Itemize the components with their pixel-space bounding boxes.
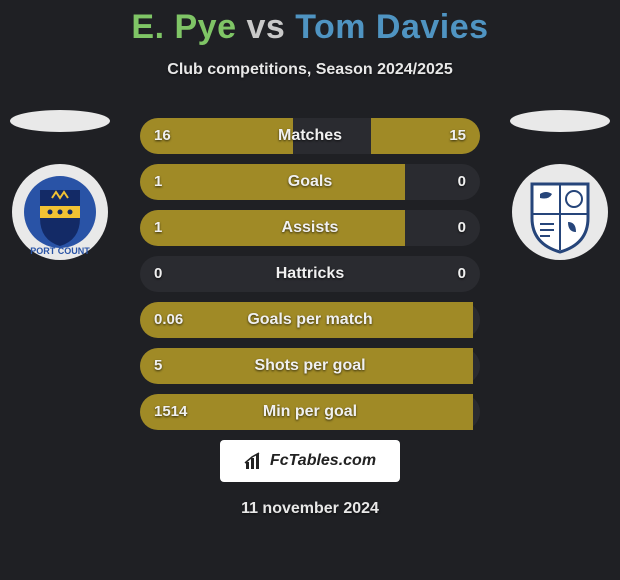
stat-row: 10Assists (140, 210, 480, 246)
footer-date: 11 november 2024 (0, 500, 620, 518)
player1-silhouette-oval (10, 110, 110, 132)
title-vs: vs (246, 8, 285, 46)
stats-panel: 1615Matches 10Goals 10Assists 00Hattricks 0.… (140, 118, 480, 440)
fctables-logo[interactable]: FcTables.com (220, 440, 400, 482)
stat-label: Hattricks (140, 256, 480, 292)
player1-name: E. Pye (131, 8, 236, 46)
stat-label: Goals (140, 164, 480, 200)
stat-label: Matches (140, 118, 480, 154)
stat-label: Goals per match (140, 302, 480, 338)
stat-row: 1514Min per goal (140, 394, 480, 430)
stat-row: 1615Matches (140, 118, 480, 154)
player2-club-crest-icon (510, 162, 610, 262)
chart-bars-icon (244, 451, 264, 471)
stat-label: Assists (140, 210, 480, 246)
stat-row: 5Shots per goal (140, 348, 480, 384)
subtitle: Club competitions, Season 2024/2025 (0, 61, 620, 79)
player1-badge: PORT COUNT (10, 110, 110, 280)
fctables-logo-text: FcTables.com (270, 452, 376, 470)
stat-row: 00Hattricks (140, 256, 480, 292)
player1-club-crest-icon: PORT COUNT (10, 162, 110, 262)
player2-badge (510, 110, 610, 280)
stat-label: Shots per goal (140, 348, 480, 384)
stat-row: 0.06Goals per match (140, 302, 480, 338)
player2-name: Tom Davies (295, 8, 488, 46)
comparison-title: E. Pye vs Tom Davies (0, 0, 620, 47)
stat-label: Min per goal (140, 394, 480, 430)
svg-text:PORT COUNT: PORT COUNT (30, 246, 90, 256)
player2-silhouette-oval (510, 110, 610, 132)
stat-row: 10Goals (140, 164, 480, 200)
